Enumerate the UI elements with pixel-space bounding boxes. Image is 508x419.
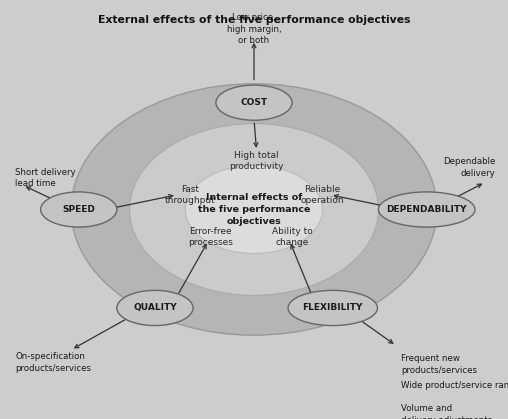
Text: Error-free
processes: Error-free processes [188, 227, 233, 247]
Text: Wide product/service range: Wide product/service range [401, 381, 508, 390]
Text: Volume and
delivery adjustments: Volume and delivery adjustments [401, 404, 492, 419]
Ellipse shape [378, 192, 475, 227]
Text: SPEED: SPEED [62, 205, 95, 214]
Text: Frequent new
products/services: Frequent new products/services [401, 354, 478, 375]
Ellipse shape [117, 290, 193, 326]
Text: High total
productivity: High total productivity [229, 151, 284, 171]
Text: Fast
throughput: Fast throughput [165, 185, 216, 205]
Text: On-specification
products/services: On-specification products/services [15, 352, 91, 372]
Text: Short delivery
lead time: Short delivery lead time [15, 168, 76, 188]
Text: COST: COST [240, 98, 268, 107]
Ellipse shape [71, 84, 437, 335]
Text: DEPENDABILITY: DEPENDABILITY [387, 205, 467, 214]
Text: External effects of the five performance objectives: External effects of the five performance… [98, 15, 410, 25]
Text: QUALITY: QUALITY [133, 303, 177, 313]
Text: Reliable
operation: Reliable operation [301, 185, 344, 205]
Text: Low price,
high margin,
or both: Low price, high margin, or both [227, 13, 281, 45]
Text: Internal effects of
the five performance
objectives: Internal effects of the five performance… [198, 193, 310, 226]
Ellipse shape [216, 85, 292, 120]
Ellipse shape [185, 166, 323, 253]
Text: FLEXIBILITY: FLEXIBILITY [303, 303, 363, 313]
Ellipse shape [130, 124, 378, 295]
Text: Ability to
change: Ability to change [272, 227, 312, 247]
Ellipse shape [288, 290, 377, 326]
Text: Dependable
delivery: Dependable delivery [443, 158, 495, 178]
Ellipse shape [41, 192, 117, 227]
